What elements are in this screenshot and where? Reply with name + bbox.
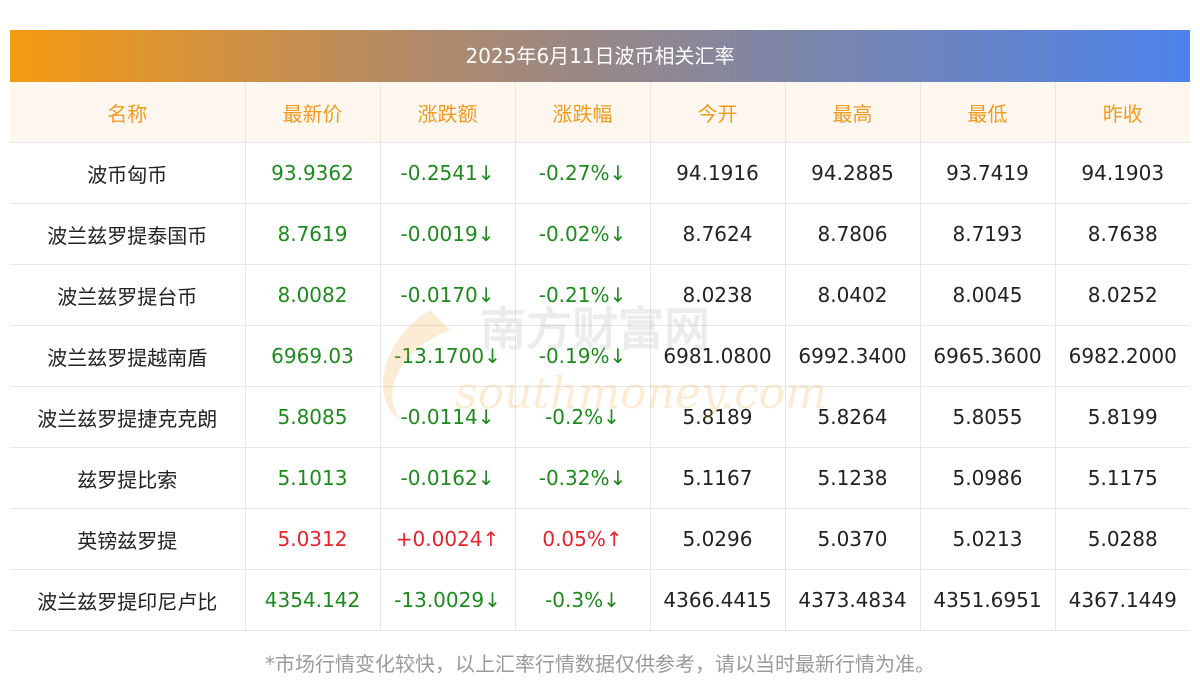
cell-low: 5.0986 — [919, 447, 1055, 509]
cell-latest: 5.8085 — [244, 386, 380, 448]
cell-prev-close: 8.0252 — [1054, 264, 1190, 326]
cell-high: 5.1238 — [784, 447, 920, 509]
cell-latest: 93.9362 — [244, 142, 380, 204]
rate-table-panel: 2025年6月11日波币相关汇率 名称 最新价 涨跌额 涨跌幅 今开 最高 最低… — [10, 30, 1190, 631]
cell-low: 5.0213 — [919, 508, 1055, 570]
cell-change: -0.0019↓ — [379, 203, 515, 265]
cell-high: 4373.4834 — [784, 569, 920, 631]
cell-latest: 6969.03 — [244, 325, 380, 387]
disclaimer-footer: *市场行情变化较快，以上汇率行情数据仅供参考，请以当时最新行情为准。 — [265, 652, 935, 676]
table-header-row: 名称 最新价 涨跌额 涨跌幅 今开 最高 最低 昨收 — [10, 82, 1190, 143]
cell-change-pct: -0.02%↓ — [514, 203, 650, 265]
cell-low: 93.7419 — [919, 142, 1055, 204]
cell-open: 5.8189 — [649, 386, 785, 448]
cell-change-pct: -0.21%↓ — [514, 264, 650, 326]
cell-high: 8.7806 — [784, 203, 920, 265]
cell-latest: 5.0312 — [244, 508, 380, 570]
cell-change: -0.0162↓ — [379, 447, 515, 509]
cell-open: 8.0238 — [649, 264, 785, 326]
cell-low: 4351.6951 — [919, 569, 1055, 631]
cell-change-pct: 0.05%↑ — [514, 508, 650, 570]
cell-high: 6992.3400 — [784, 325, 920, 387]
exchange-rate-table: 名称 最新价 涨跌额 涨跌幅 今开 最高 最低 昨收 波币匈币 93.9362 -0… — [10, 82, 1190, 631]
cell-high: 94.2885 — [784, 142, 920, 204]
cell-open: 94.1916 — [649, 142, 785, 204]
table-row: 波币匈币 93.9362 -0.2541↓ -0.27%↓ 94.1916 94.2885… — [10, 142, 1190, 204]
cell-high: 5.0370 — [784, 508, 920, 570]
header-low: 最低 — [919, 82, 1055, 143]
table-row: 波兰兹罗提捷克克朗 5.8085 -0.0114↓ -0.2%↓ 5.8189 5.826… — [10, 386, 1190, 448]
cell-open: 4366.4415 — [649, 569, 785, 631]
cell-prev-close: 4367.1449 — [1054, 569, 1190, 631]
cell-latest: 4354.142 — [244, 569, 380, 631]
header-name: 名称 — [10, 82, 245, 143]
cell-open: 6981.0800 — [649, 325, 785, 387]
cell-change: -0.0170↓ — [379, 264, 515, 326]
cell-change-pct: -0.2%↓ — [514, 386, 650, 448]
cell-prev-close: 5.0288 — [1054, 508, 1190, 570]
cell-low: 8.0045 — [919, 264, 1055, 326]
cell-prev-close: 94.1903 — [1054, 142, 1190, 204]
cell-change: -13.1700↓ — [379, 325, 515, 387]
cell-low: 8.7193 — [919, 203, 1055, 265]
cell-prev-close: 6982.2000 — [1054, 325, 1190, 387]
table-row: 英镑兹罗提 5.0312 +0.0024↑ 0.05%↑ 5.0296 5.0370 5.0… — [10, 508, 1190, 570]
cell-low: 6965.3600 — [919, 325, 1055, 387]
cell-latest: 8.7619 — [244, 203, 380, 265]
cell-prev-close: 5.1175 — [1054, 447, 1190, 509]
cell-change-pct: -0.27%↓ — [514, 142, 650, 204]
cell-open: 5.0296 — [649, 508, 785, 570]
header-change: 涨跌额 — [379, 82, 515, 143]
cell-latest: 8.0082 — [244, 264, 380, 326]
cell-name: 波兰兹罗提泰国币 — [10, 203, 245, 265]
cell-name: 兹罗提比索 — [10, 447, 245, 509]
table-row: 波兰兹罗提印尼卢比 4354.142 -13.0029↓ -0.3%↓ 4366.441… — [10, 569, 1190, 631]
cell-name: 波币匈币 — [10, 142, 245, 204]
cell-high: 8.0402 — [784, 264, 920, 326]
cell-change: -13.0029↓ — [379, 569, 515, 631]
header-high: 最高 — [784, 82, 920, 143]
cell-name: 波兰兹罗提越南盾 — [10, 325, 245, 387]
cell-low: 5.8055 — [919, 386, 1055, 448]
cell-name: 波兰兹罗提印尼卢比 — [10, 569, 245, 631]
cell-change-pct: -0.32%↓ — [514, 447, 650, 509]
cell-name: 波兰兹罗提捷克克朗 — [10, 386, 245, 448]
cell-name: 英镑兹罗提 — [10, 508, 245, 570]
table-row: 波兰兹罗提泰国币 8.7619 -0.0019↓ -0.02%↓ 8.7624 8.780… — [10, 203, 1190, 265]
cell-change-pct: -0.3%↓ — [514, 569, 650, 631]
cell-change: +0.0024↑ — [379, 508, 515, 570]
header-open: 今开 — [649, 82, 785, 143]
table-row: 波兰兹罗提越南盾 6969.03 -13.1700↓ -0.19%↓ 6981.0800… — [10, 325, 1190, 387]
cell-change: -0.2541↓ — [379, 142, 515, 204]
cell-change-pct: -0.19%↓ — [514, 325, 650, 387]
table-title: 2025年6月11日波币相关汇率 — [10, 30, 1190, 82]
cell-prev-close: 5.8199 — [1054, 386, 1190, 448]
table-row: 波兰兹罗提台币 8.0082 -0.0170↓ -0.21%↓ 8.0238 8.0402… — [10, 264, 1190, 326]
cell-high: 5.8264 — [784, 386, 920, 448]
cell-open: 5.1167 — [649, 447, 785, 509]
cell-prev-close: 8.7638 — [1054, 203, 1190, 265]
header-latest: 最新价 — [244, 82, 380, 143]
cell-change: -0.0114↓ — [379, 386, 515, 448]
cell-latest: 5.1013 — [244, 447, 380, 509]
header-change-pct: 涨跌幅 — [514, 82, 650, 143]
table-row: 兹罗提比索 5.1013 -0.0162↓ -0.32%↓ 5.1167 5.1238 5.… — [10, 447, 1190, 509]
cell-name: 波兰兹罗提台币 — [10, 264, 245, 326]
cell-open: 8.7624 — [649, 203, 785, 265]
header-prev-close: 昨收 — [1054, 82, 1190, 143]
